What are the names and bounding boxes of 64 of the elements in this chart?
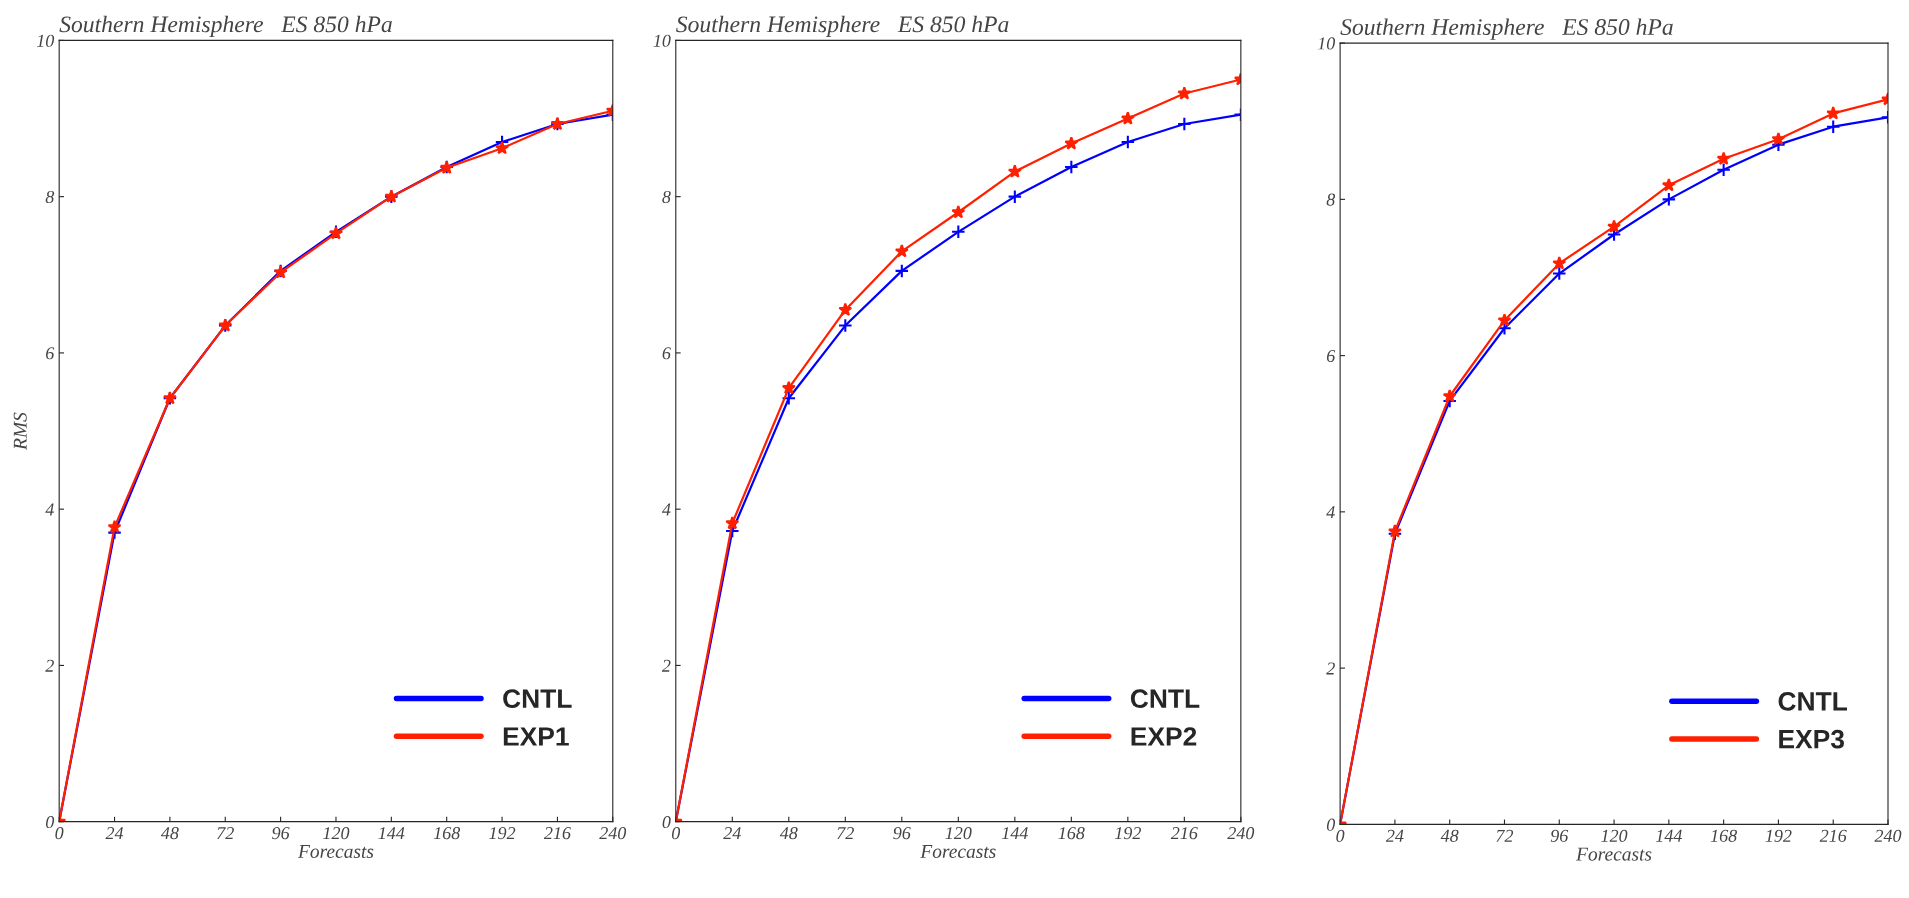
x-tick-label: 240 [1227,827,1255,840]
legend-label: EXP3 [1779,729,1844,749]
y-tick-label: 4 [1326,506,1335,519]
y-tick-label: 6 [46,347,55,360]
x-axis-title: Forecasts [1575,847,1652,861]
x-tick-label: 48 [779,827,798,840]
x-tick-label: 120 [945,827,972,840]
x-tick-label: 24 [723,827,741,840]
x-tick-label: 144 [1655,829,1682,842]
x-tick-label: 24 [105,827,124,840]
x-tick-label: 120 [1601,829,1628,842]
x-tick-label: 168 [433,827,461,840]
y-tick-label: 0 [45,815,55,829]
x-tick-label: 240 [1874,829,1902,842]
x-tick-label: 192 [489,827,516,840]
x-tick-label: 240 [599,827,627,840]
x-tick-label: 192 [1114,827,1141,840]
x-tick-label: 120 [323,827,350,840]
y-tick-label: 2 [45,659,54,672]
x-tick-label: 144 [378,827,405,840]
x-tick-label: 168 [1058,827,1085,840]
chart-title: Southern Hemisphere ES 850 hPa [1340,18,1673,40]
y-tick-label: 10 [1317,37,1336,50]
x-tick-label: 216 [1819,829,1847,842]
x-axis-title: Forecasts [297,845,374,858]
y-tick-label: 8 [45,190,55,204]
legend-label: EXP1 [503,727,569,746]
x-tick-label: 144 [1001,827,1028,840]
x-tick-label: 72 [217,827,234,840]
legend-label: CNTL [1778,692,1848,711]
x-tick-label: 0 [55,827,64,840]
x-tick-label: 192 [1765,829,1792,842]
x-tick-label: 48 [1440,829,1459,842]
x-tick-label: 96 [893,827,911,840]
x-tick-label: 72 [837,827,854,840]
y-tick-label: 0 [662,815,671,829]
y-tick-label: 8 [662,190,671,204]
x-axis-title: Forecasts [920,845,996,858]
x-tick-label: 216 [543,827,571,840]
chart-title: Southern Hemisphere ES 850 hPa [676,15,1009,38]
x-tick-label: 216 [1170,827,1198,840]
x-tick-label: 0 [671,827,681,840]
y-tick-label: 2 [661,659,671,672]
y-tick-label: 2 [1326,662,1335,675]
x-tick-label: 0 [1336,829,1345,842]
y-tick-label: 8 [1326,193,1336,206]
y-tick-label: 6 [662,347,671,360]
y-tick-label: 4 [45,503,54,516]
y-tick-label: 4 [661,503,671,516]
y-tick-label: 6 [1326,349,1336,363]
x-tick-label: 24 [1385,829,1404,842]
x-tick-label: 96 [272,827,290,840]
y-tick-label: 0 [1326,818,1336,831]
y-tick-label: 10 [36,34,55,47]
y-tick-label: 10 [653,34,671,47]
x-tick-label: 96 [1550,829,1569,842]
chart-title: Southern Hemisphere ES 850 hPa [59,15,392,38]
x-tick-label: 72 [1496,829,1514,842]
x-tick-label: 168 [1710,829,1737,842]
x-tick-label: 48 [160,827,179,840]
legend-label: CNTL [1130,689,1200,709]
legend-label: EXP2 [1131,727,1197,746]
legend-label: CNTL [503,689,572,709]
y-axis-title: RMS [13,412,27,451]
